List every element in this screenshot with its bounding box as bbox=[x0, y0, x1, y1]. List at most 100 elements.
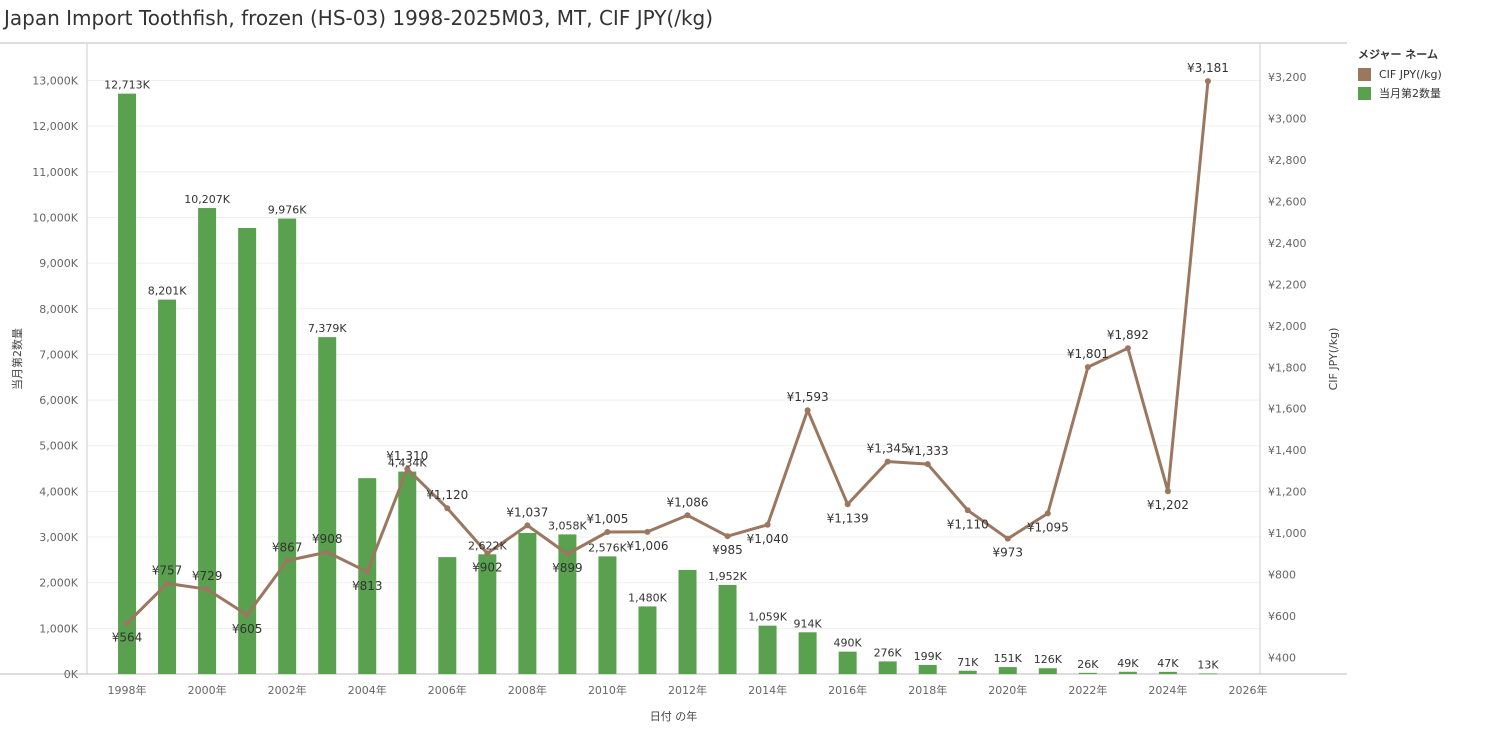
price-point[interactable] bbox=[124, 620, 131, 627]
price-point[interactable] bbox=[1044, 510, 1051, 517]
bar-series bbox=[118, 93, 1217, 675]
price-point[interactable] bbox=[1124, 345, 1131, 352]
price-value-label: ¥1,333 bbox=[907, 444, 949, 458]
bar[interactable] bbox=[638, 606, 657, 674]
bar-value-label: 126K bbox=[1034, 653, 1063, 666]
price-point[interactable] bbox=[564, 551, 571, 558]
bar[interactable] bbox=[758, 625, 777, 674]
y-right-tick-label: ¥400 bbox=[1268, 651, 1296, 664]
price-value-label: ¥902 bbox=[472, 560, 503, 574]
price-point[interactable] bbox=[324, 549, 331, 556]
price-point[interactable] bbox=[884, 458, 891, 465]
legend-item-quantity[interactable]: 当月第2数量 bbox=[1358, 85, 1442, 101]
bar[interactable] bbox=[518, 532, 537, 674]
price-point[interactable] bbox=[804, 407, 811, 414]
x-axis-title: 日付 の年 bbox=[650, 709, 698, 723]
price-value-label: ¥867 bbox=[272, 541, 303, 555]
y-right-tick-label: ¥1,600 bbox=[1268, 403, 1307, 416]
bar[interactable] bbox=[1078, 672, 1097, 674]
bar-value-label: 13K bbox=[1197, 658, 1219, 671]
bar[interactable] bbox=[918, 664, 937, 674]
price-point[interactable] bbox=[244, 611, 251, 618]
y-left-tick-label: 7,000K bbox=[39, 348, 78, 361]
y-left-tick-label: 10,000K bbox=[32, 211, 78, 224]
line-series bbox=[124, 78, 1211, 627]
x-tick-label: 2016年 bbox=[828, 683, 867, 697]
price-point[interactable] bbox=[844, 501, 851, 508]
price-point[interactable] bbox=[764, 521, 771, 528]
bar-value-label: 914K bbox=[794, 617, 823, 630]
bar[interactable] bbox=[718, 584, 737, 674]
bar[interactable] bbox=[1118, 671, 1137, 674]
price-value-label: ¥1,345 bbox=[867, 442, 909, 456]
y-left-tick-label: 13,000K bbox=[32, 75, 78, 88]
price-value-label: ¥813 bbox=[352, 579, 383, 593]
axes: 0K 1,000K 2,000K 3,000K 4,000K 5,000K 6,000K 7,… bbox=[0, 42, 1347, 723]
price-value-label: ¥757 bbox=[152, 563, 183, 577]
y-left-tick-label: 6,000K bbox=[39, 394, 78, 407]
bar[interactable] bbox=[1038, 668, 1057, 674]
bar[interactable] bbox=[878, 661, 897, 674]
price-point[interactable] bbox=[724, 533, 731, 540]
price-point[interactable] bbox=[164, 580, 171, 587]
price-point[interactable] bbox=[964, 507, 971, 514]
y-right-tick-label: ¥2,400 bbox=[1268, 237, 1307, 250]
bar[interactable] bbox=[438, 557, 457, 674]
bar[interactable] bbox=[558, 534, 577, 674]
bar[interactable] bbox=[838, 651, 857, 674]
price-point[interactable] bbox=[684, 512, 691, 519]
price-point[interactable] bbox=[604, 529, 611, 536]
bar-value-label: 7,379K bbox=[308, 322, 347, 335]
x-tick-label: 2000年 bbox=[188, 683, 227, 697]
bar[interactable] bbox=[1198, 673, 1217, 675]
price-value-label: ¥1,006 bbox=[626, 539, 668, 553]
bar[interactable] bbox=[798, 632, 817, 674]
y-right-tick-label: ¥1,400 bbox=[1268, 444, 1307, 457]
price-value-label: ¥605 bbox=[232, 622, 263, 636]
price-value-label: ¥1,040 bbox=[747, 532, 789, 546]
bar[interactable] bbox=[358, 478, 377, 674]
bar-value-label: 8,201K bbox=[148, 285, 187, 298]
bar[interactable] bbox=[478, 554, 497, 674]
price-value-label: ¥899 bbox=[552, 561, 583, 575]
price-point[interactable] bbox=[924, 461, 931, 468]
price-value-label: ¥1,005 bbox=[586, 512, 628, 526]
bar-value-label: 49K bbox=[1117, 657, 1139, 670]
price-point[interactable] bbox=[644, 528, 651, 535]
bar[interactable] bbox=[278, 218, 297, 674]
bar[interactable] bbox=[318, 337, 337, 674]
bar[interactable] bbox=[678, 569, 697, 674]
price-point[interactable] bbox=[444, 505, 451, 512]
x-tick-label: 2022年 bbox=[1068, 683, 1107, 697]
data-labels: 12,713K 8,201K 10,207K 9,976K 7,379K 4,434K 2,… bbox=[104, 61, 1229, 671]
bar[interactable] bbox=[118, 93, 137, 675]
price-point[interactable] bbox=[1004, 535, 1011, 542]
bar[interactable] bbox=[198, 208, 217, 674]
price-point[interactable] bbox=[364, 568, 371, 575]
price-point[interactable] bbox=[484, 550, 491, 557]
x-tick-label: 2010年 bbox=[588, 683, 627, 697]
price-point[interactable] bbox=[524, 522, 531, 529]
bar[interactable] bbox=[238, 227, 257, 674]
price-point[interactable] bbox=[284, 557, 291, 564]
legend-item-price[interactable]: CIF JPY(/kg) bbox=[1358, 68, 1442, 81]
x-tick-label: 2020年 bbox=[988, 683, 1027, 697]
price-point[interactable] bbox=[1204, 78, 1211, 85]
price-point[interactable] bbox=[1084, 364, 1091, 371]
price-line bbox=[125, 80, 1210, 625]
bar[interactable] bbox=[598, 556, 617, 674]
x-tick-label: 2004年 bbox=[348, 683, 387, 697]
bar[interactable] bbox=[998, 667, 1017, 674]
legend: メジャー ネーム CIF JPY(/kg) 当月第2数量 bbox=[1358, 46, 1442, 105]
bar[interactable] bbox=[398, 471, 417, 674]
bar[interactable] bbox=[1158, 671, 1177, 674]
y-left-tick-label: 1,000K bbox=[39, 622, 78, 635]
price-point[interactable] bbox=[204, 586, 211, 593]
y-right-tick-label: ¥1,000 bbox=[1268, 527, 1307, 540]
bar[interactable] bbox=[158, 299, 177, 674]
bar[interactable] bbox=[958, 670, 977, 674]
price-point[interactable] bbox=[404, 465, 411, 472]
price-point[interactable] bbox=[1164, 488, 1171, 495]
y-left-tick-label: 2,000K bbox=[39, 577, 78, 590]
price-value-label: ¥1,110 bbox=[947, 517, 989, 531]
